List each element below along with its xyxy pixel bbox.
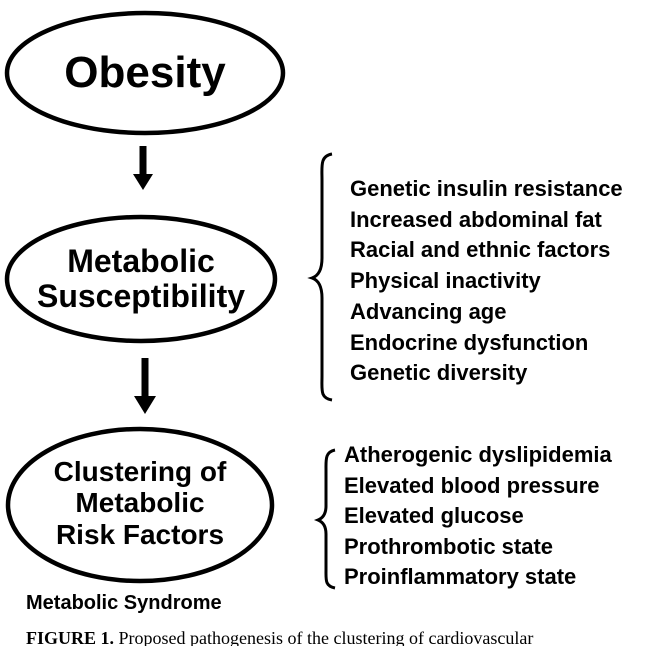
obesity-text: Obesity [64, 48, 226, 98]
metabolic-susceptibility-line-1: Metabolic [67, 243, 215, 280]
list-item: Increased abdominal fat [350, 206, 602, 232]
list-item: Advancing age [350, 298, 507, 324]
susceptibility-factor-list: Genetic insulin resistance Increased abd… [350, 174, 623, 389]
susceptibility-brace [307, 152, 333, 402]
list-item: Elevated blood pressure [344, 472, 600, 498]
list-item: Proinflammatory state [344, 564, 577, 589]
figure-caption: FIGURE 1. Proposed pathogenesis of the c… [26, 628, 533, 646]
list-item: Elevated glucose [344, 503, 524, 528]
arrow-obesity-to-susceptibility [133, 146, 153, 190]
obesity-oval [4, 10, 286, 136]
caption-text: Proposed pathogenesis of the clustering … [118, 628, 534, 646]
metabolic-susceptibility-line-2: Susceptibility [36, 278, 246, 314]
caption-lead: FIGURE 1. [26, 628, 115, 646]
arrow-susceptibility-to-clustering [134, 358, 156, 414]
list-item: Genetic diversity [350, 360, 528, 386]
list-item: Prothrombotic state [344, 533, 554, 559]
metabolic-syndrome-label: Metabolic Syndrome [26, 592, 222, 614]
metabolic-susceptibility-oval [4, 214, 278, 344]
metabolic-susceptibility-label: Metabolic Susceptibility [10, 222, 272, 336]
list-item: Genetic insulin resistance [350, 176, 623, 201]
clustering-line-1: Clustering of [53, 455, 227, 487]
clustering-line-2: Metabolic [75, 487, 205, 519]
obesity-label: Obesity [15, 28, 275, 118]
clustering-oval [5, 426, 275, 584]
list-item: Endocrine dysfunction [350, 329, 589, 355]
risk-factor-list: Atherogenic dyslipidemia Elevated blood … [344, 440, 612, 593]
clustering-line-3: Risk Factors [55, 518, 225, 550]
clustering-label: Clustering of Metabolic Risk Factors [12, 446, 268, 560]
list-item: Atherogenic dyslipidemia [344, 442, 612, 467]
risk-factors-brace [313, 448, 336, 590]
list-item: Racial and ethnic factors [350, 237, 611, 263]
list-item: Physical inactivity [350, 268, 541, 294]
